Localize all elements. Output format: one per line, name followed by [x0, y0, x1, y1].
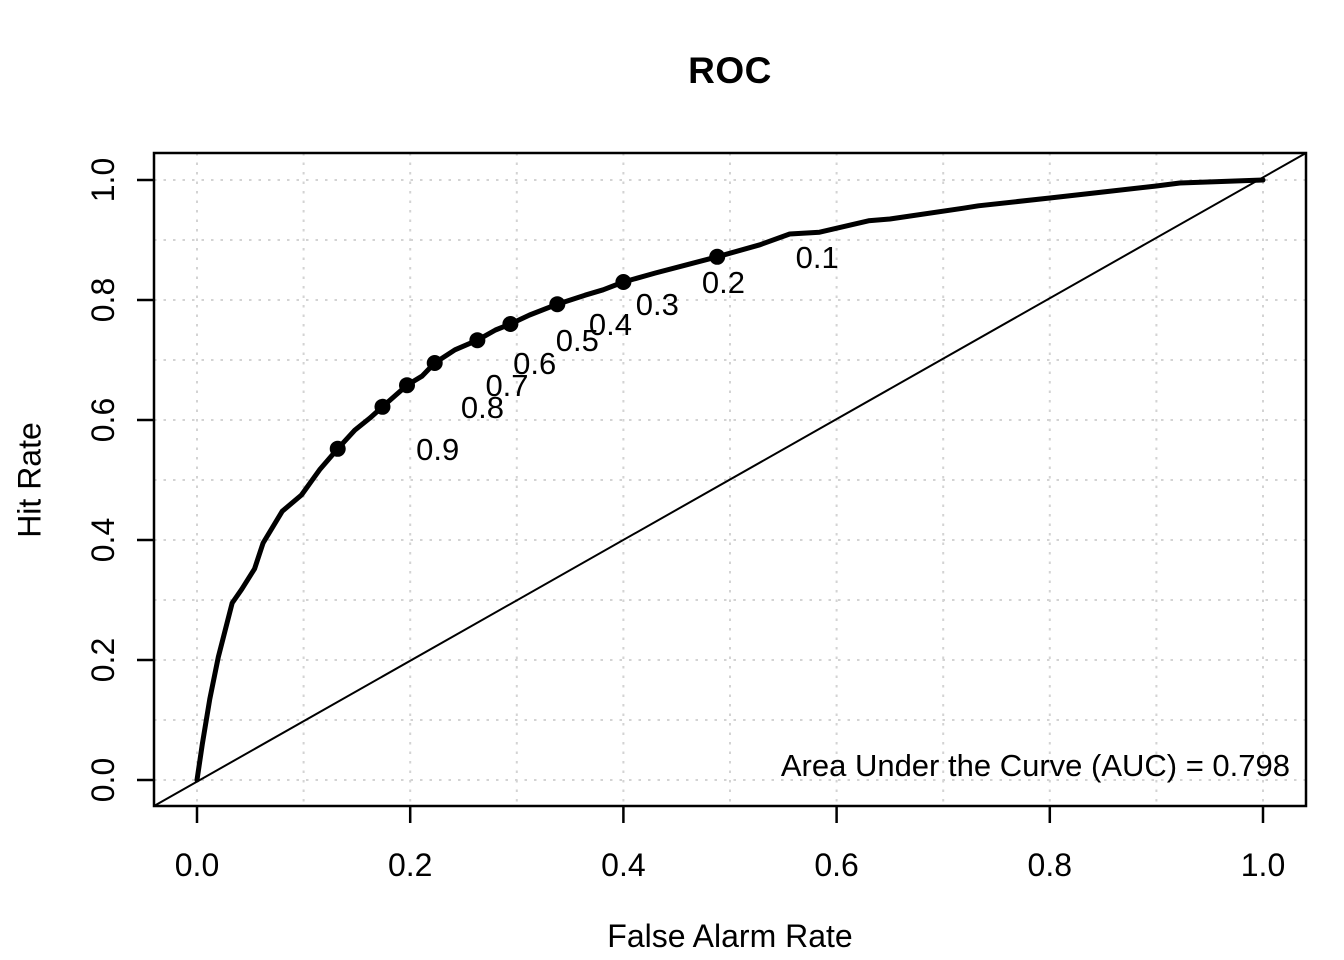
- threshold-point-marker: [615, 274, 632, 290]
- x-tick-label: 0.4: [601, 847, 645, 883]
- threshold-point-marker: [502, 316, 519, 332]
- chance-diagonal-line: [153, 152, 1307, 807]
- y-tick-label: 0.2: [85, 638, 121, 682]
- x-tick-label: 0.0: [175, 847, 219, 883]
- threshold-point-marker: [399, 377, 416, 394]
- x-tick-label: 0.6: [814, 847, 858, 883]
- threshold-point-marker: [329, 440, 346, 457]
- x-tick-label: 1.0: [1241, 847, 1285, 883]
- threshold-label: 0.4: [589, 307, 632, 342]
- threshold-point-marker: [709, 248, 726, 265]
- y-tick-label: 0.4: [85, 518, 121, 562]
- threshold-point-marker: [374, 398, 391, 415]
- plot-border: [152, 151, 1308, 808]
- auc-annotation: Area Under the Curve (AUC) = 0.798: [780, 748, 1290, 783]
- x-axis-title: False Alarm Rate: [607, 918, 853, 954]
- threshold-label: 0.7: [485, 368, 528, 403]
- chart-title: ROC: [688, 50, 772, 91]
- threshold-label: 0.8: [461, 390, 504, 425]
- threshold-label: 0.5: [556, 323, 599, 358]
- threshold-label: 0.9: [416, 432, 459, 467]
- threshold-point-marker: [469, 332, 486, 349]
- threshold-point-marker: [426, 355, 443, 371]
- threshold-label: 0.3: [636, 287, 679, 322]
- y-tick-label: 0.0: [85, 758, 121, 802]
- x-tick-label: 0.8: [1028, 847, 1072, 883]
- x-tick-label: 0.2: [388, 847, 432, 883]
- y-tick-label: 0.8: [85, 278, 121, 322]
- threshold-label: 0.1: [796, 240, 839, 275]
- y-tick-label: 0.6: [85, 398, 121, 442]
- threshold-label: 0.6: [513, 346, 556, 381]
- y-axis-title: Hit Rate: [11, 422, 48, 538]
- roc-curve: [194, 177, 1266, 783]
- y-tick-label: 1.0: [85, 158, 121, 202]
- threshold-label: 0.2: [702, 265, 745, 300]
- threshold-point-marker: [549, 296, 566, 313]
